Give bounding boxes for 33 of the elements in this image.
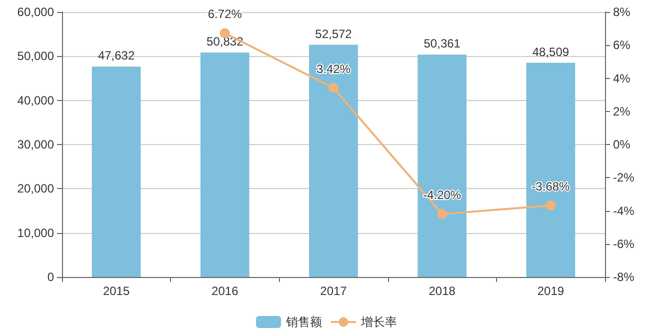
y2-tick-label: 4% — [613, 71, 631, 86]
y-tick-label: 40,000 — [17, 93, 54, 108]
data-label: 48,509 — [532, 44, 570, 59]
y2-tick-label: 2% — [613, 104, 631, 118]
y2-tick-label: 6% — [613, 38, 631, 52]
y2-tick-label: -2% — [613, 170, 635, 185]
y-tick-label: 0 — [47, 270, 54, 284]
x-tick-label: 2016 — [212, 284, 239, 298]
y2-tick-label: 8% — [613, 5, 631, 19]
legend-label: 销售额 — [285, 315, 322, 329]
data-label: 3.42% — [316, 62, 351, 76]
legend-label: 增长率 — [360, 315, 397, 329]
x-tick-label: 2018 — [428, 284, 456, 298]
point — [437, 209, 448, 220]
x-tick-label: 2019 — [537, 284, 564, 298]
y2-tick-label: -4% — [613, 204, 635, 218]
y-tick-label: 10,000 — [17, 226, 54, 240]
y-tick-label: 50,000 — [17, 49, 54, 64]
data-label: 6.72% — [208, 7, 242, 22]
point — [328, 82, 338, 93]
y-tick-label: 30,000 — [17, 138, 54, 152]
point — [546, 200, 556, 210]
y-tick-label: 60,000 — [17, 5, 54, 19]
x-tick-label: 2017 — [320, 284, 348, 298]
data-label: 52,572 — [315, 26, 352, 41]
y2-tick-label: -8% — [613, 270, 635, 284]
y2-tick-label: -6% — [613, 236, 635, 251]
y2-tick-label: 0% — [613, 138, 631, 152]
y-tick-label: 20,000 — [17, 182, 54, 196]
data-label: 50,361 — [424, 36, 461, 51]
x-tick-label: 2015 — [102, 284, 130, 298]
data-label: 47,632 — [98, 48, 135, 63]
data-label: -3.68% — [532, 179, 570, 194]
